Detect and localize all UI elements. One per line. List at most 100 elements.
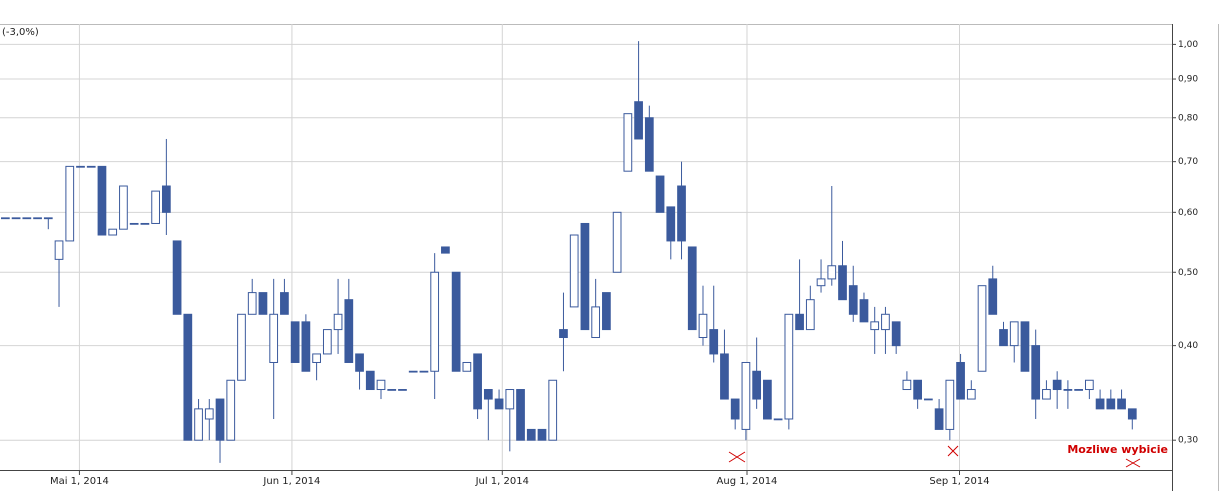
candle-body bbox=[365, 370, 375, 391]
candle-body bbox=[1063, 389, 1073, 391]
candle-body bbox=[1106, 398, 1116, 410]
candle-body bbox=[687, 246, 697, 331]
candle-body bbox=[462, 361, 472, 372]
x-tick-label: Jul 1, 2014 bbox=[475, 476, 529, 487]
signal-markers bbox=[728, 445, 1141, 468]
candle-body bbox=[537, 428, 547, 441]
candle-body bbox=[290, 321, 300, 363]
candle-body bbox=[644, 117, 654, 172]
candle-body bbox=[881, 313, 890, 331]
candle-body bbox=[108, 228, 118, 236]
y-tick-label: 0,80 bbox=[1178, 113, 1198, 123]
candle-body bbox=[559, 329, 568, 339]
candle-body bbox=[473, 353, 482, 410]
candle-body bbox=[172, 240, 182, 315]
candle-body bbox=[720, 353, 729, 400]
candle-body bbox=[119, 185, 128, 230]
candle-body bbox=[140, 222, 150, 225]
candle-body bbox=[913, 379, 923, 400]
candle-body bbox=[623, 113, 633, 172]
candle-body bbox=[902, 379, 912, 391]
candle-body bbox=[752, 370, 762, 400]
candle-body bbox=[430, 271, 440, 372]
candle-body bbox=[1074, 389, 1083, 391]
candle-body bbox=[1031, 345, 1041, 400]
candle-body bbox=[280, 292, 289, 315]
candle-body bbox=[838, 265, 847, 301]
candle-body bbox=[65, 165, 75, 242]
candle-body bbox=[784, 313, 794, 420]
candle-body bbox=[1052, 379, 1062, 391]
candle-body bbox=[194, 408, 203, 441]
candle-body bbox=[655, 175, 665, 213]
candle-body bbox=[301, 321, 311, 372]
candle-body bbox=[151, 190, 160, 224]
candle-body bbox=[419, 370, 429, 373]
candle-body bbox=[86, 165, 96, 168]
candle-body bbox=[247, 292, 257, 315]
y-tick-label: 0,30 bbox=[1178, 436, 1198, 446]
candle-body bbox=[215, 398, 225, 441]
signal-x bbox=[728, 451, 746, 463]
candle-body bbox=[612, 211, 622, 273]
candle-body bbox=[516, 389, 525, 441]
candle-body bbox=[891, 321, 901, 347]
candle-body bbox=[526, 428, 536, 441]
candle-body bbox=[11, 217, 21, 220]
x-tick-label: Jun 1, 2014 bbox=[262, 476, 320, 487]
candle-body bbox=[441, 246, 450, 254]
x-tick-label: Sep 1, 2014 bbox=[929, 476, 989, 487]
candle-body bbox=[677, 185, 686, 242]
candle-body bbox=[805, 299, 815, 331]
candle-body bbox=[398, 389, 407, 391]
y-tick-label: 1,00 bbox=[1178, 40, 1198, 50]
candle-body bbox=[709, 329, 719, 355]
candle-body bbox=[376, 379, 386, 391]
candle-body bbox=[945, 379, 955, 430]
candle-body bbox=[344, 299, 354, 363]
candle-body bbox=[1117, 398, 1126, 410]
candle-body bbox=[859, 299, 869, 323]
y-tick-label: 0,70 bbox=[1178, 157, 1198, 167]
candle-body bbox=[870, 321, 880, 331]
candle-body bbox=[237, 313, 246, 381]
candle-body bbox=[505, 389, 515, 410]
candle-body bbox=[730, 398, 740, 420]
y-tick-label: 0,50 bbox=[1178, 268, 1198, 278]
candle-body bbox=[548, 379, 558, 441]
candle-body bbox=[988, 278, 998, 315]
candle-body bbox=[569, 234, 579, 308]
candle-body bbox=[408, 370, 418, 373]
candle-body bbox=[333, 313, 343, 331]
signal-x bbox=[947, 445, 959, 457]
candle-body bbox=[634, 101, 643, 140]
candle-body bbox=[827, 265, 837, 280]
candle-body bbox=[312, 353, 321, 363]
candle-body bbox=[1009, 321, 1019, 347]
candle-body bbox=[591, 306, 601, 339]
candle-body bbox=[816, 278, 826, 287]
candle-body bbox=[666, 206, 676, 242]
candle-body bbox=[1127, 408, 1137, 420]
candle-body bbox=[698, 313, 708, 339]
candle-body bbox=[451, 271, 461, 372]
candle-body bbox=[966, 389, 976, 400]
candle-body bbox=[763, 379, 772, 420]
candle-body bbox=[934, 408, 944, 430]
x-tick-label: Aug 1, 2014 bbox=[717, 476, 778, 487]
candle-body bbox=[76, 165, 85, 168]
candle-body bbox=[848, 285, 858, 315]
candle-body bbox=[22, 217, 32, 220]
candle-body bbox=[1095, 398, 1105, 410]
candle-body bbox=[483, 389, 493, 400]
candle-body bbox=[43, 217, 53, 220]
candle-body bbox=[97, 165, 107, 236]
y-tick-label: 0,40 bbox=[1178, 341, 1198, 351]
candle-body bbox=[355, 353, 364, 372]
candle-body bbox=[494, 398, 504, 410]
candle-body bbox=[977, 285, 987, 372]
candle-body bbox=[129, 222, 139, 225]
candle-body bbox=[183, 313, 193, 441]
